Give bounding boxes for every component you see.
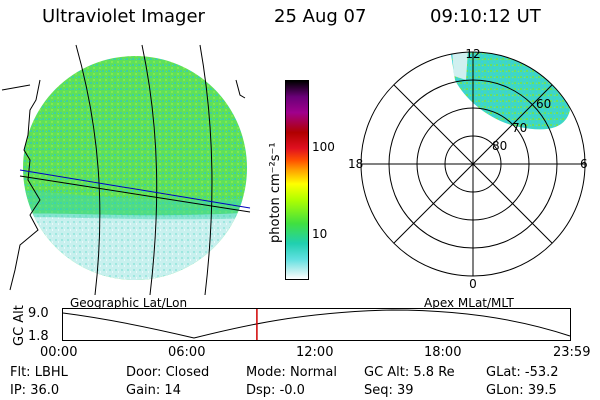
terminator-line <box>19 175 251 213</box>
status-gc-alt: GC Alt: 5.8 Re <box>364 365 455 380</box>
mlat-label-80: 80 <box>492 139 507 153</box>
colorbar-tick-10: 10 <box>312 227 328 241</box>
timeline-ytick-max: 9.0 <box>28 306 49 321</box>
timeline-xtick-0000: 00:00 <box>40 345 78 360</box>
colorbar-unit-label: photon cm⁻²s⁻¹ <box>268 142 283 243</box>
geographic-image-panel[interactable] <box>0 40 260 300</box>
status-glon: GLon: 39.5 <box>486 383 557 398</box>
color-scale-bar <box>285 80 309 280</box>
satellite-track <box>19 169 251 209</box>
mlt-label-6: 6 <box>580 157 588 171</box>
time-label: 09:10:12 UT <box>430 6 541 27</box>
status-gain: Gain: 14 <box>126 383 181 398</box>
colorbar-tick-100: 100 <box>312 140 335 154</box>
mlat-label-60: 60 <box>536 97 551 111</box>
app-title: Ultraviolet Imager <box>42 6 205 27</box>
status-mode: Mode: Normal <box>246 365 337 380</box>
altitude-timeline[interactable] <box>62 308 572 342</box>
timeline-xtick-2359: 23:59 <box>553 345 591 360</box>
coastline <box>9 79 41 291</box>
mlt-label-12: 12 <box>465 47 480 61</box>
altitude-curve <box>62 309 571 339</box>
timeline-ytick-min: 1.8 <box>28 329 49 344</box>
status-seq: Seq: 39 <box>364 383 414 398</box>
status-filter: Flt: LBHL <box>10 365 68 380</box>
timeline-xtick-1200: 12:00 <box>296 345 334 360</box>
mlt-label-0: 0 <box>469 277 477 291</box>
lat-lon-grid <box>1 44 213 296</box>
mlat-label-70: 70 <box>512 121 527 135</box>
date-label: 25 Aug 07 <box>274 6 367 27</box>
mlt-label-18: 18 <box>348 157 363 171</box>
geographic-caption: Geographic Lat/Lon <box>70 296 188 310</box>
status-door: Door: Closed <box>126 365 210 380</box>
apex-caption: Apex MLat/MLT <box>424 296 514 310</box>
timeline-xtick-0600: 06:00 <box>168 345 206 360</box>
status-dsp: Dsp: -0.0 <box>246 383 305 398</box>
polar-plot-panel[interactable]: 12 18 6 0 60 70 80 <box>340 40 600 300</box>
polar-grid <box>360 51 586 277</box>
status-glat: GLat: -53.2 <box>486 365 559 380</box>
auroral-image <box>23 56 247 280</box>
timeline-xtick-1800: 18:00 <box>424 345 462 360</box>
status-ip: IP: 36.0 <box>10 383 60 398</box>
timeline-axis-label: GC Alt <box>12 305 27 346</box>
